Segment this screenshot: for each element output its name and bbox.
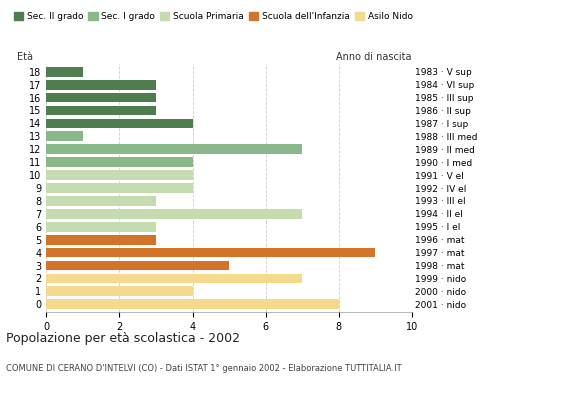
Bar bbox=[46, 67, 83, 76]
Bar bbox=[46, 274, 302, 283]
Bar bbox=[46, 222, 156, 232]
Bar bbox=[46, 170, 193, 180]
Bar bbox=[46, 144, 302, 154]
Bar bbox=[46, 235, 156, 244]
Bar bbox=[46, 183, 193, 193]
Bar bbox=[46, 132, 83, 141]
Bar bbox=[46, 93, 156, 102]
Bar bbox=[46, 261, 229, 270]
Legend: Sec. II grado, Sec. I grado, Scuola Primaria, Scuola dell'Infanzia, Asilo Nido: Sec. II grado, Sec. I grado, Scuola Prim… bbox=[10, 8, 416, 25]
Bar bbox=[46, 209, 302, 219]
Bar bbox=[46, 157, 193, 167]
Text: Anno di nascita: Anno di nascita bbox=[336, 52, 412, 62]
Text: COMUNE DI CERANO D'INTELVI (CO) - Dati ISTAT 1° gennaio 2002 - Elaborazione TUTT: COMUNE DI CERANO D'INTELVI (CO) - Dati I… bbox=[6, 364, 401, 373]
Text: Età: Età bbox=[17, 52, 33, 62]
Bar bbox=[46, 80, 156, 90]
Bar bbox=[46, 118, 193, 128]
Bar bbox=[46, 300, 339, 309]
Text: Popolazione per età scolastica - 2002: Popolazione per età scolastica - 2002 bbox=[6, 332, 240, 345]
Bar bbox=[46, 106, 156, 115]
Bar bbox=[46, 248, 375, 258]
Bar bbox=[46, 196, 156, 206]
Bar bbox=[46, 286, 193, 296]
